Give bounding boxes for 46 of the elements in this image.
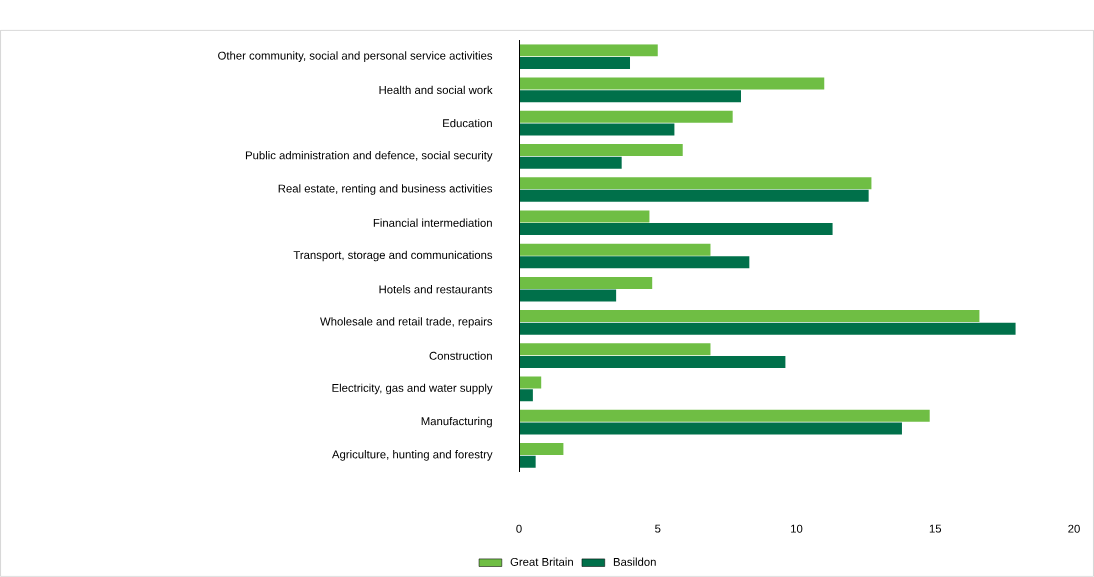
bar bbox=[519, 56, 631, 69]
bar bbox=[519, 123, 675, 136]
bar bbox=[519, 409, 930, 422]
bar bbox=[519, 189, 869, 202]
bar bbox=[519, 276, 653, 289]
bar bbox=[519, 44, 658, 57]
legend-label: Basildon bbox=[613, 557, 656, 566]
y-tick-label: Electricity, gas and water supply bbox=[332, 383, 493, 395]
bar bbox=[519, 322, 1016, 335]
bar bbox=[519, 210, 650, 223]
y-tick-label: Wholesale and retail trade, repairs bbox=[320, 317, 493, 328]
bar bbox=[519, 289, 617, 302]
bar bbox=[519, 455, 536, 468]
x-tick-label: 0 bbox=[516, 524, 522, 533]
bar bbox=[519, 310, 980, 323]
bar bbox=[519, 177, 872, 190]
y-tick-label: Manufacturing bbox=[421, 416, 492, 428]
y-tick-label: Real estate, renting and business activities bbox=[278, 184, 493, 195]
bar bbox=[519, 77, 825, 90]
x-tick-label: 20 bbox=[1068, 524, 1080, 533]
y-tick-label: Education bbox=[443, 118, 492, 128]
y-tick-label: Hotels and restaurants bbox=[379, 285, 493, 294]
x-tick-label: 5 bbox=[655, 524, 661, 533]
y-tick-label: Agriculture, hunting and forestry bbox=[331, 450, 493, 461]
bar bbox=[519, 243, 711, 256]
y-tick-label: Other community, social and personal service activities bbox=[218, 51, 493, 62]
y-tick-label: Construction bbox=[429, 351, 492, 360]
bar bbox=[519, 156, 622, 169]
y-tick-label: Public administration and defence, social security bbox=[245, 151, 493, 162]
y-tick-label: Transport, storage and communications bbox=[293, 250, 493, 262]
x-tick-label: 15 bbox=[929, 524, 942, 533]
bar bbox=[519, 422, 902, 435]
y-tick-label: Health and social work bbox=[379, 85, 493, 94]
bar bbox=[519, 356, 786, 369]
y-tick-label: Financial intermediation bbox=[373, 218, 492, 227]
bar bbox=[519, 343, 711, 356]
bar bbox=[519, 223, 833, 236]
bar bbox=[519, 256, 750, 269]
bar bbox=[519, 143, 683, 156]
bar bbox=[519, 110, 733, 123]
bar bbox=[519, 90, 741, 103]
bar bbox=[519, 389, 533, 402]
bar bbox=[519, 443, 564, 456]
x-tick-label: 10 bbox=[791, 524, 803, 533]
bar bbox=[519, 376, 542, 389]
legend-label: Great Britain bbox=[510, 557, 573, 566]
